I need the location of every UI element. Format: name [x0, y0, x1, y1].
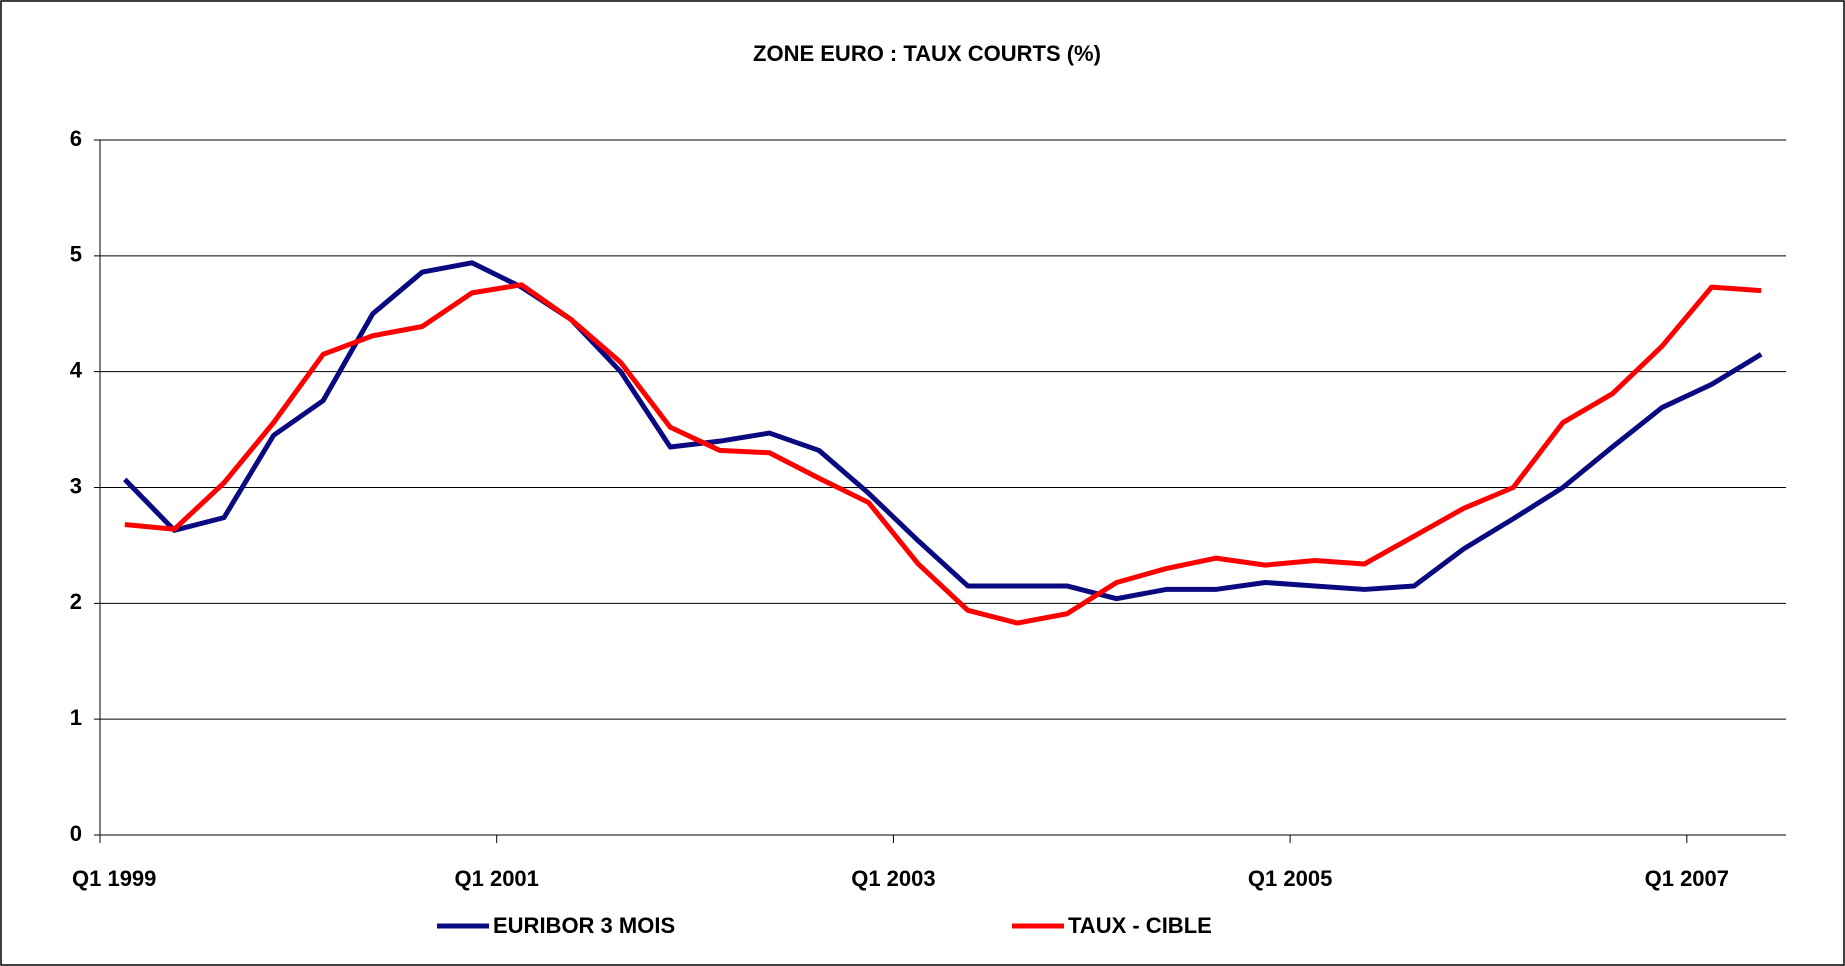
y-tick-label: 2	[70, 589, 82, 614]
x-tick-label: Q1 2005	[1248, 866, 1332, 891]
y-tick-label: 6	[70, 126, 82, 151]
legend-label: EURIBOR 3 MOIS	[493, 913, 675, 938]
series-line	[124, 282, 1762, 626]
chart-title: ZONE EURO : TAUX COURTS (%)	[753, 41, 1101, 66]
x-tick-label: Q1 1999	[72, 866, 156, 891]
x-tick-label: Q1 2003	[851, 866, 935, 891]
x-tick-label: Q1 2007	[1645, 866, 1729, 891]
y-tick-label: 1	[70, 705, 82, 730]
legend-label: TAUX - CIBLE	[1068, 913, 1212, 938]
y-tick-label: 0	[70, 821, 82, 846]
y-tick-label: 5	[70, 242, 82, 267]
y-tick-label: 3	[70, 473, 82, 498]
series-line	[123, 260, 1763, 602]
x-tick-label: Q1 2001	[455, 866, 539, 891]
y-tick-label: 4	[70, 357, 83, 382]
